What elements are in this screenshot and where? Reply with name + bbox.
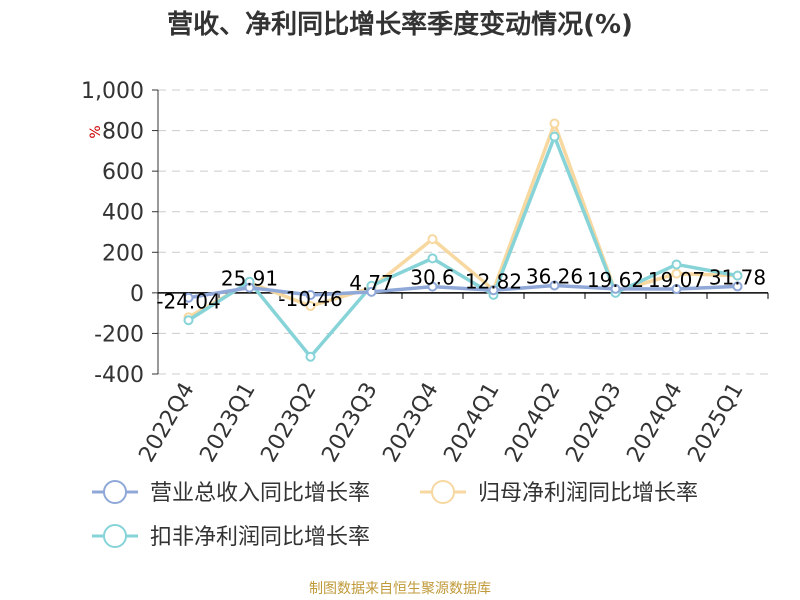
x-tick-label: 2023Q2 — [256, 379, 321, 467]
y-tick-label: -400 — [94, 363, 144, 388]
data-label: 36.26 — [526, 265, 583, 289]
y-tick-label: 200 — [102, 241, 144, 266]
y-tick-label: -200 — [94, 322, 144, 347]
legend-label: 扣非净利润同比增长率 — [150, 525, 370, 550]
data-label: -10.46 — [278, 287, 342, 311]
data-point — [732, 270, 743, 281]
x-tick-label: 2025Q1 — [683, 379, 748, 467]
data-point — [427, 281, 438, 292]
legend-item: 归母净利润同比增长率 — [420, 480, 698, 506]
data-point — [183, 292, 194, 303]
x-tick-label: 2024Q4 — [622, 379, 687, 467]
y-tick-label: 0 — [130, 282, 144, 307]
legend-label: 营业总收入同比增长率 — [150, 481, 370, 506]
data-point — [549, 118, 560, 129]
legend-label: 归母净利润同比增长率 — [478, 481, 698, 506]
legend-item: 营业总收入同比增长率 — [92, 480, 370, 506]
data-point — [244, 282, 255, 293]
data-point — [671, 283, 682, 294]
data-label: 4.77 — [349, 271, 394, 295]
series-line — [187, 134, 738, 359]
data-point — [183, 315, 194, 326]
data-label: 12.82 — [465, 269, 522, 293]
x-tick-label: 2022Q4 — [134, 379, 199, 467]
data-point — [549, 131, 560, 142]
y-tick-label: 800 — [102, 120, 144, 145]
data-point — [305, 351, 316, 362]
legend-marker — [103, 480, 127, 504]
series-line — [188, 283, 738, 300]
x-tick-label: 2023Q1 — [195, 379, 260, 467]
x-tick-label: 2024Q2 — [500, 379, 565, 467]
series-line — [187, 121, 738, 319]
x-tick-label: 2023Q4 — [378, 379, 443, 467]
x-tick-label: 2024Q1 — [439, 379, 504, 467]
source-note: 制图数据来自恒生聚源数据库 — [309, 581, 491, 597]
grid-layer — [158, 89, 768, 375]
data-point — [671, 268, 682, 279]
y-tick-label: 1,000 — [81, 79, 144, 104]
data-point — [427, 253, 438, 264]
data-point — [610, 283, 621, 294]
legend-item: 扣非净利润同比增长率 — [92, 524, 370, 550]
chart-title: 营收、净利同比增长率季度变动情况(%) — [167, 10, 633, 40]
data-label: 19.62 — [587, 268, 644, 292]
data-label: 25.91 — [221, 267, 278, 291]
data-point — [732, 281, 743, 292]
data-point — [305, 289, 316, 300]
data-point — [549, 280, 560, 291]
x-tick-label: 2024Q3 — [561, 379, 626, 467]
series-layer — [183, 118, 743, 362]
data-label: 31.78 — [709, 265, 766, 289]
data-label: 30.6 — [410, 266, 455, 290]
x-tick-label: 2023Q3 — [317, 379, 382, 467]
data-point — [671, 259, 682, 270]
data-label: 19.07 — [648, 268, 705, 292]
data-point — [366, 286, 377, 297]
data-point — [488, 285, 499, 296]
data-point — [305, 301, 316, 312]
y-tick-label: 400 — [102, 201, 144, 226]
legend-marker — [431, 480, 455, 504]
y-axis-unit: % — [88, 125, 104, 138]
data-label: -24.04 — [156, 290, 220, 314]
legend-marker — [103, 524, 127, 548]
data-point — [427, 234, 438, 245]
y-tick-label: 600 — [102, 160, 144, 185]
